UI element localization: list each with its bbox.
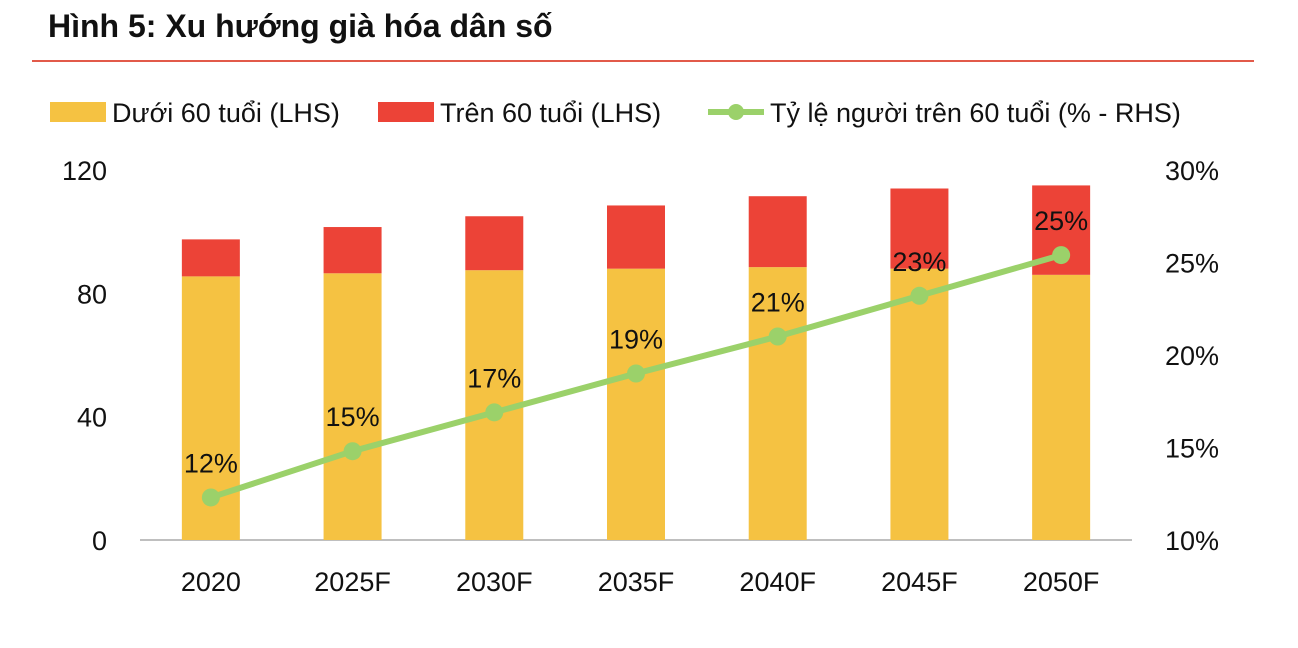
ratio-point-2025F bbox=[343, 442, 362, 461]
bar-under60-2025F bbox=[323, 273, 382, 540]
bar-under60-2040F bbox=[748, 267, 807, 540]
left-axis: 0 40 80 120 bbox=[62, 156, 107, 556]
left-tick-40: 40 bbox=[77, 403, 107, 433]
right-tick-15: 15% bbox=[1165, 434, 1219, 464]
right-axis: 10% 15% 20% 25% 30% bbox=[1165, 156, 1219, 556]
bar-over60-2025F bbox=[323, 227, 382, 274]
right-tick-10: 10% bbox=[1165, 526, 1219, 556]
title-rule bbox=[32, 60, 1254, 62]
legend: Dưới 60 tuổi (LHS) Trên 60 tuổi (LHS) Tỷ… bbox=[50, 98, 1181, 128]
x-axis-labels: 2020 2025F 2030F 2035F 2040F 2045F 2050F bbox=[181, 567, 1100, 597]
legend-swatch-under60 bbox=[50, 102, 106, 122]
bar-over60-2045F bbox=[890, 188, 949, 269]
ratio-point-2020 bbox=[201, 488, 220, 507]
right-tick-25: 25% bbox=[1165, 249, 1219, 279]
bar-over60-2030F bbox=[465, 216, 524, 271]
data-labels: 12% 15% 17% 19% 21% 23% 25% bbox=[184, 206, 1088, 478]
ratio-label-2040F: 21% bbox=[751, 288, 805, 318]
x-label-2035F: 2035F bbox=[598, 567, 675, 597]
ratio-label-2030F: 17% bbox=[467, 363, 521, 393]
legend-label-over60: Trên 60 tuổi (LHS) bbox=[440, 98, 661, 128]
x-label-2030F: 2030F bbox=[456, 567, 533, 597]
ratio-point-2030F bbox=[485, 403, 504, 422]
ratio-label-2045F: 23% bbox=[892, 247, 946, 277]
left-tick-120: 120 bbox=[62, 156, 107, 186]
ratio-point-2045F bbox=[910, 286, 929, 305]
bar-over60-2040F bbox=[748, 196, 807, 268]
right-tick-30: 30% bbox=[1165, 156, 1219, 186]
ratio-line-layer bbox=[201, 246, 1071, 507]
ratio-label-2025F: 15% bbox=[326, 402, 380, 432]
legend-label-under60: Dưới 60 tuổi (LHS) bbox=[112, 98, 340, 128]
ratio-point-2040F bbox=[768, 327, 787, 346]
legend-swatch-over60 bbox=[378, 102, 434, 122]
bar-over60-2035F bbox=[607, 205, 665, 269]
left-tick-80: 80 bbox=[77, 279, 107, 309]
bar-under60-2050F bbox=[1032, 274, 1091, 540]
left-tick-0: 0 bbox=[92, 526, 107, 556]
ratio-label-2050F: 25% bbox=[1034, 206, 1088, 236]
x-label-2020: 2020 bbox=[181, 567, 241, 597]
legend-label-ratio: Tỷ lệ người trên 60 tuổi (% - RHS) bbox=[770, 98, 1181, 128]
figure-title: Hình 5: Xu hướng già hóa dân số bbox=[48, 8, 553, 44]
ratio-point-2050F bbox=[1052, 246, 1071, 265]
ratio-point-2035F bbox=[627, 364, 645, 383]
right-tick-20: 20% bbox=[1165, 341, 1219, 371]
bar-under60-2045F bbox=[890, 268, 949, 540]
x-label-2040F: 2040F bbox=[739, 567, 816, 597]
x-label-2025F: 2025F bbox=[314, 567, 391, 597]
bar-over60-2020 bbox=[181, 239, 240, 277]
x-label-2045F: 2045F bbox=[881, 567, 958, 597]
ratio-label-2020: 12% bbox=[184, 448, 238, 478]
bar-under60-2035F bbox=[607, 268, 665, 540]
x-label-2050F: 2050F bbox=[1023, 567, 1100, 597]
ratio-label-2035F: 19% bbox=[609, 325, 663, 355]
bars bbox=[181, 185, 1091, 540]
legend-swatch-ratio-marker bbox=[728, 104, 744, 120]
